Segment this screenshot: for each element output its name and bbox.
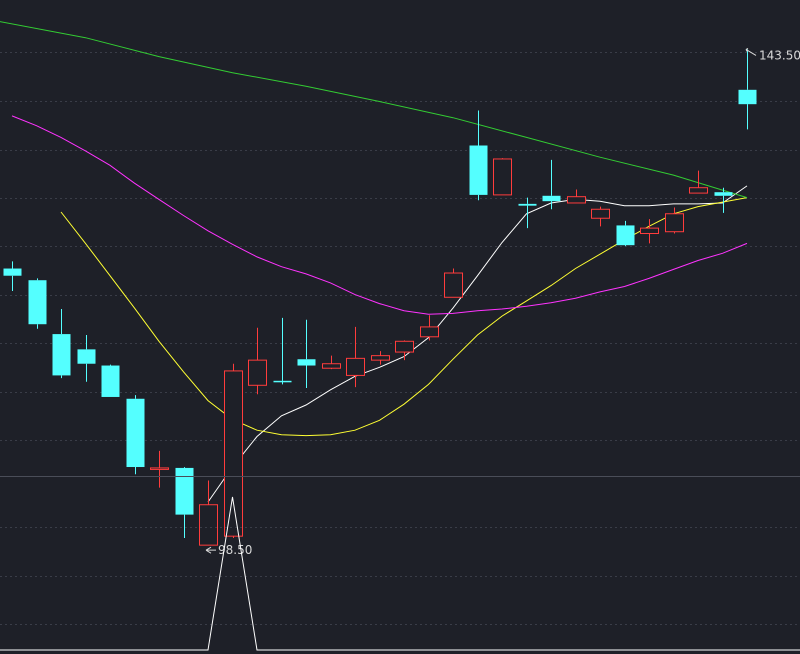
- candle: [591, 206, 610, 227]
- candle: [567, 189, 586, 204]
- candle-body: [175, 467, 194, 515]
- price-annotations: 98.50 143.50: [205, 47, 800, 557]
- high-price-label: 143.50: [759, 48, 800, 62]
- candle-body: [689, 187, 708, 194]
- candle: [665, 207, 684, 234]
- candle-body: [640, 227, 659, 235]
- ma5-line: [207, 185, 748, 503]
- moving-average-lines: [0, 21, 748, 503]
- candle-body: [224, 370, 243, 537]
- candle: [322, 355, 341, 370]
- candle: [52, 308, 71, 379]
- candle: [493, 158, 512, 196]
- candle: [77, 334, 96, 382]
- candle: [126, 395, 145, 475]
- candle: [444, 268, 463, 298]
- candle-body: [469, 145, 488, 195]
- candle: [273, 317, 292, 385]
- candle-body: [665, 213, 684, 233]
- candle: [150, 450, 169, 488]
- candle-body: [273, 380, 292, 383]
- candle: [616, 220, 635, 247]
- high-arrow-icon: [745, 47, 757, 56]
- candle: [101, 364, 120, 397]
- low-arrow-icon: [205, 546, 216, 554]
- candle-body: [371, 355, 390, 361]
- ma60-line: [0, 21, 748, 199]
- candle: [714, 187, 733, 213]
- candle: [175, 467, 194, 538]
- candle-body: [322, 363, 341, 369]
- ma20-line: [11, 115, 748, 315]
- candle-body: [3, 268, 22, 276]
- candle: [542, 159, 561, 210]
- indicator-pane: [0, 496, 800, 651]
- candle-body: [616, 225, 635, 246]
- candle-body: [542, 195, 561, 202]
- candle-body: [248, 359, 267, 386]
- candle: [738, 49, 757, 130]
- indicator-line: [0, 496, 800, 651]
- candle: [297, 319, 316, 388]
- candle-body: [150, 467, 169, 470]
- candle-body: [77, 349, 96, 364]
- candle: [469, 110, 488, 201]
- candle: [395, 340, 414, 361]
- candle-body: [28, 280, 47, 325]
- candle-body: [395, 340, 414, 353]
- candle-body: [101, 365, 120, 397]
- candle: [346, 326, 365, 388]
- low-price-label: 98.50: [218, 543, 252, 557]
- candle-body: [493, 158, 512, 196]
- candle-body: [591, 208, 610, 219]
- candle-body: [126, 398, 145, 468]
- grid-lines: [0, 52, 800, 441]
- candle: [420, 315, 439, 341]
- candle: [3, 261, 22, 291]
- candle-body: [199, 504, 218, 546]
- candle: [518, 197, 537, 229]
- candle: [28, 278, 47, 329]
- candle-body: [567, 196, 586, 204]
- candles: [3, 49, 757, 546]
- candle-body: [420, 326, 439, 338]
- candle-body: [518, 203, 537, 206]
- candle: [640, 219, 659, 244]
- candle: [371, 351, 390, 365]
- candle-body: [738, 89, 757, 105]
- candle: [689, 170, 708, 194]
- candle-body: [346, 357, 365, 376]
- candle: [248, 327, 267, 395]
- candle-body: [714, 192, 733, 196]
- candle: [224, 363, 243, 538]
- candle: [199, 480, 218, 546]
- candle-body: [297, 359, 316, 366]
- candle-body: [444, 272, 463, 298]
- candle-body: [52, 334, 71, 376]
